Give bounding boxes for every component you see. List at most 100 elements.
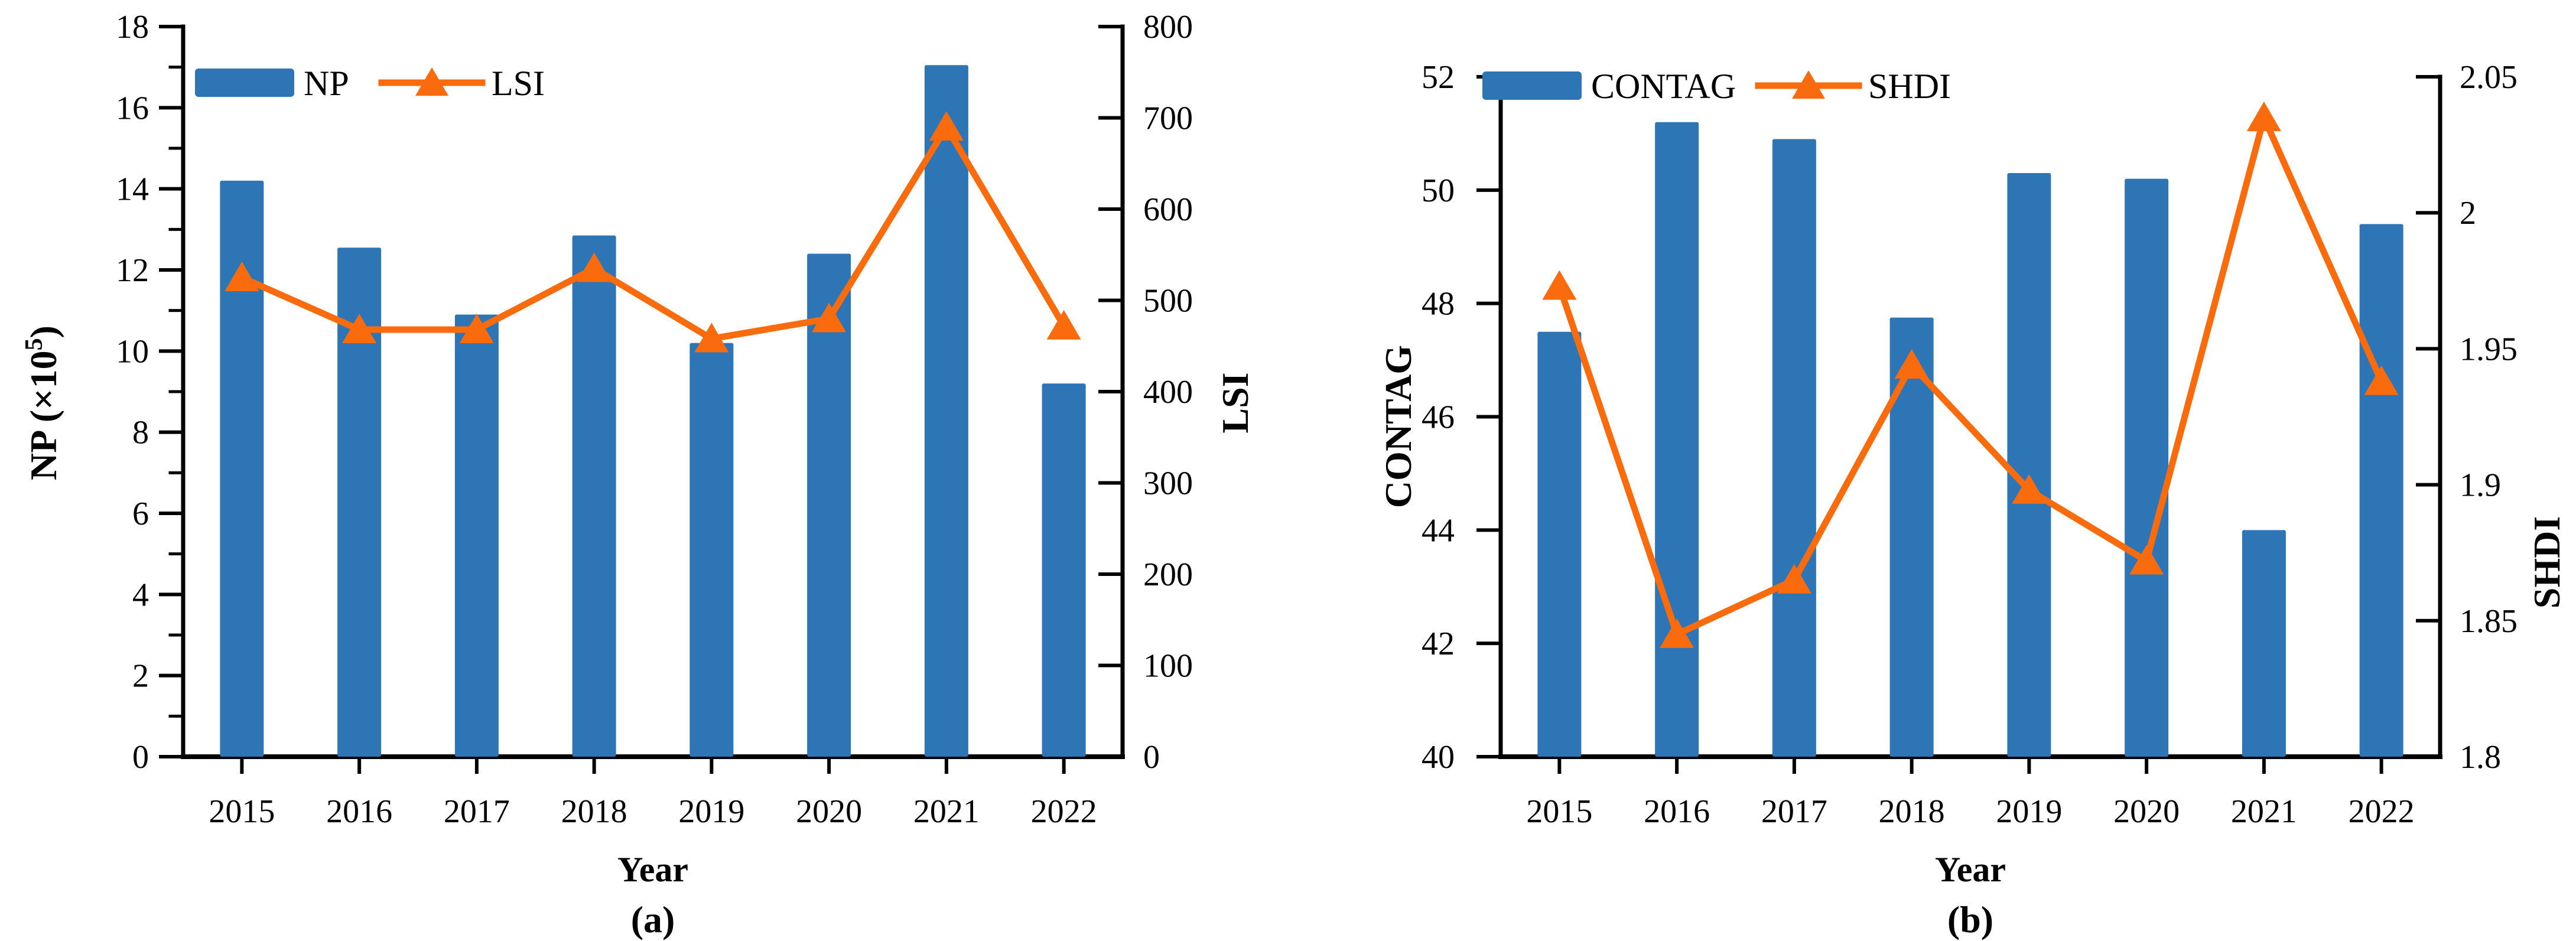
shdi-marker-2016 <box>1660 618 1694 648</box>
contag-bar-2015 <box>1537 331 1582 757</box>
contag-bar-2017 <box>1772 139 1816 757</box>
left-tick-label: 16 <box>116 90 149 126</box>
legend-bar-label: NP <box>304 64 349 103</box>
np-bar-2016 <box>337 248 382 757</box>
left-axis-title: NP (×105) <box>21 325 64 480</box>
np-bars <box>220 65 1086 757</box>
np-bar-2018 <box>572 235 616 757</box>
x-tick-label: 2019 <box>1996 793 2062 830</box>
x-tick-label: 2020 <box>2113 793 2180 830</box>
contag-bar-2021 <box>2242 530 2286 757</box>
legend-bar-swatch <box>1482 71 1582 100</box>
left-tick-label: 44 <box>1422 512 1455 549</box>
right-tick-label: 300 <box>1143 465 1193 502</box>
left-tick-label: 10 <box>116 333 149 370</box>
shdi-marker-2021 <box>2246 102 2281 132</box>
x-tick-label: 2022 <box>1031 793 1097 830</box>
right-tick-label: 400 <box>1143 374 1193 411</box>
right-axis: 1.8 1.85 1.9 1.95 2 2.05 <box>2416 59 2518 776</box>
right-tick-label: 800 <box>1143 9 1193 45</box>
contag-bars <box>1537 122 2403 757</box>
contag-bar-2019 <box>2007 173 2051 757</box>
lsi-marker-2019 <box>694 323 729 353</box>
right-tick-label: 700 <box>1143 100 1193 137</box>
x-tick-label: 2021 <box>2231 793 2297 830</box>
legend-line-label: SHDI <box>1868 67 1951 106</box>
legend-b: CONTAG SHDI <box>1482 67 1951 106</box>
right-axis-title: LSI <box>1214 372 1256 433</box>
left-tick-label: 4 <box>132 577 149 613</box>
legend-line-label: LSI <box>492 64 545 103</box>
caption-b: (b) <box>1947 898 1993 940</box>
lsi-line <box>225 110 1081 353</box>
shdi-marker-2017 <box>1777 564 1811 594</box>
x-tick-label: 2016 <box>1644 793 1710 830</box>
axes <box>181 24 1125 759</box>
left-axis-title: CONTAG <box>1377 345 1419 508</box>
right-tick-label: 500 <box>1143 283 1193 320</box>
np-bar-2021 <box>924 65 968 757</box>
legend-bar-label: CONTAG <box>1591 67 1736 106</box>
left-tick-label: 8 <box>132 415 149 451</box>
right-axis: 0 100 200 300 400 500 600 700 800 <box>1098 9 1193 776</box>
right-tick-label: 1.8 <box>2460 739 2501 776</box>
right-tick-label: 600 <box>1143 191 1193 228</box>
lsi-marker-2018 <box>577 252 612 282</box>
shdi-marker-2018 <box>1894 349 1929 379</box>
lsi-marker-2022 <box>1046 310 1081 340</box>
shdi-polyline <box>1556 114 2385 638</box>
contag-bar-2016 <box>1655 122 1699 757</box>
lsi-marker-2016 <box>342 313 377 343</box>
contag-bar-2018 <box>1889 317 1934 757</box>
lsi-marker-2021 <box>929 110 964 141</box>
legend-bar-swatch <box>195 69 294 97</box>
right-axis-title: SHDI <box>2526 516 2568 609</box>
left-tick-label: 46 <box>1422 399 1455 436</box>
x-tick-label: 2015 <box>209 793 275 830</box>
left-tick-label: 40 <box>1422 739 1455 776</box>
right-tick-label: 1.85 <box>2460 603 2518 640</box>
caption-a: (a) <box>631 898 675 940</box>
lsi-marker-2015 <box>225 261 259 291</box>
shdi-marker-2019 <box>2012 474 2047 504</box>
x-axis-title: Year <box>617 850 688 889</box>
x-tick-label: 2022 <box>2349 793 2415 830</box>
x-tick-label: 2020 <box>796 793 862 830</box>
left-tick-label: 52 <box>1422 59 1455 96</box>
left-tick-label: 50 <box>1422 172 1455 209</box>
left-tick-label: 6 <box>132 496 149 532</box>
np-bar-2022 <box>1042 383 1086 757</box>
np-bar-2020 <box>807 253 851 757</box>
right-tick-label: 200 <box>1143 556 1193 593</box>
contag-bar-2022 <box>2359 224 2403 757</box>
lsi-marker-2020 <box>812 302 847 333</box>
x-tick-label: 2019 <box>678 793 744 830</box>
x-tick-label: 2017 <box>444 793 510 830</box>
x-tick-label: 2018 <box>561 793 627 830</box>
left-tick-label: 12 <box>116 252 149 289</box>
right-tick-label: 100 <box>1143 648 1193 685</box>
x-tick-label: 2018 <box>1879 793 1945 830</box>
right-tick-label: 1.9 <box>2460 467 2501 504</box>
np-bar-2019 <box>689 343 734 757</box>
left-tick-label: 48 <box>1422 286 1455 323</box>
shdi-marker-2015 <box>1542 270 1577 300</box>
contag-bar-2020 <box>2125 178 2169 757</box>
legend-line-marker <box>1792 70 1825 99</box>
left-tick-label: 0 <box>132 739 149 776</box>
left-tick-label: 14 <box>116 171 149 208</box>
left-tick-label: 18 <box>116 9 149 45</box>
legend-a: NP LSI <box>195 64 545 103</box>
right-tick-label: 1.95 <box>2460 331 2518 367</box>
x-tick-label: 2016 <box>326 793 392 830</box>
np-bar-2017 <box>454 314 499 757</box>
x-axis: 2015 2016 2017 2018 2019 2020 2021 2022 <box>209 755 1097 830</box>
lsi-polyline <box>240 123 1067 342</box>
left-axis: 40 42 44 46 48 50 52 <box>1422 59 1502 776</box>
right-tick-label: 0 <box>1143 739 1160 776</box>
x-tick-label: 2017 <box>1761 793 1827 830</box>
left-tick-label: 2 <box>132 658 149 695</box>
left-axis: 0 2 4 6 8 10 12 14 16 18 <box>116 9 185 776</box>
x-tick-label: 2015 <box>1526 793 1592 830</box>
